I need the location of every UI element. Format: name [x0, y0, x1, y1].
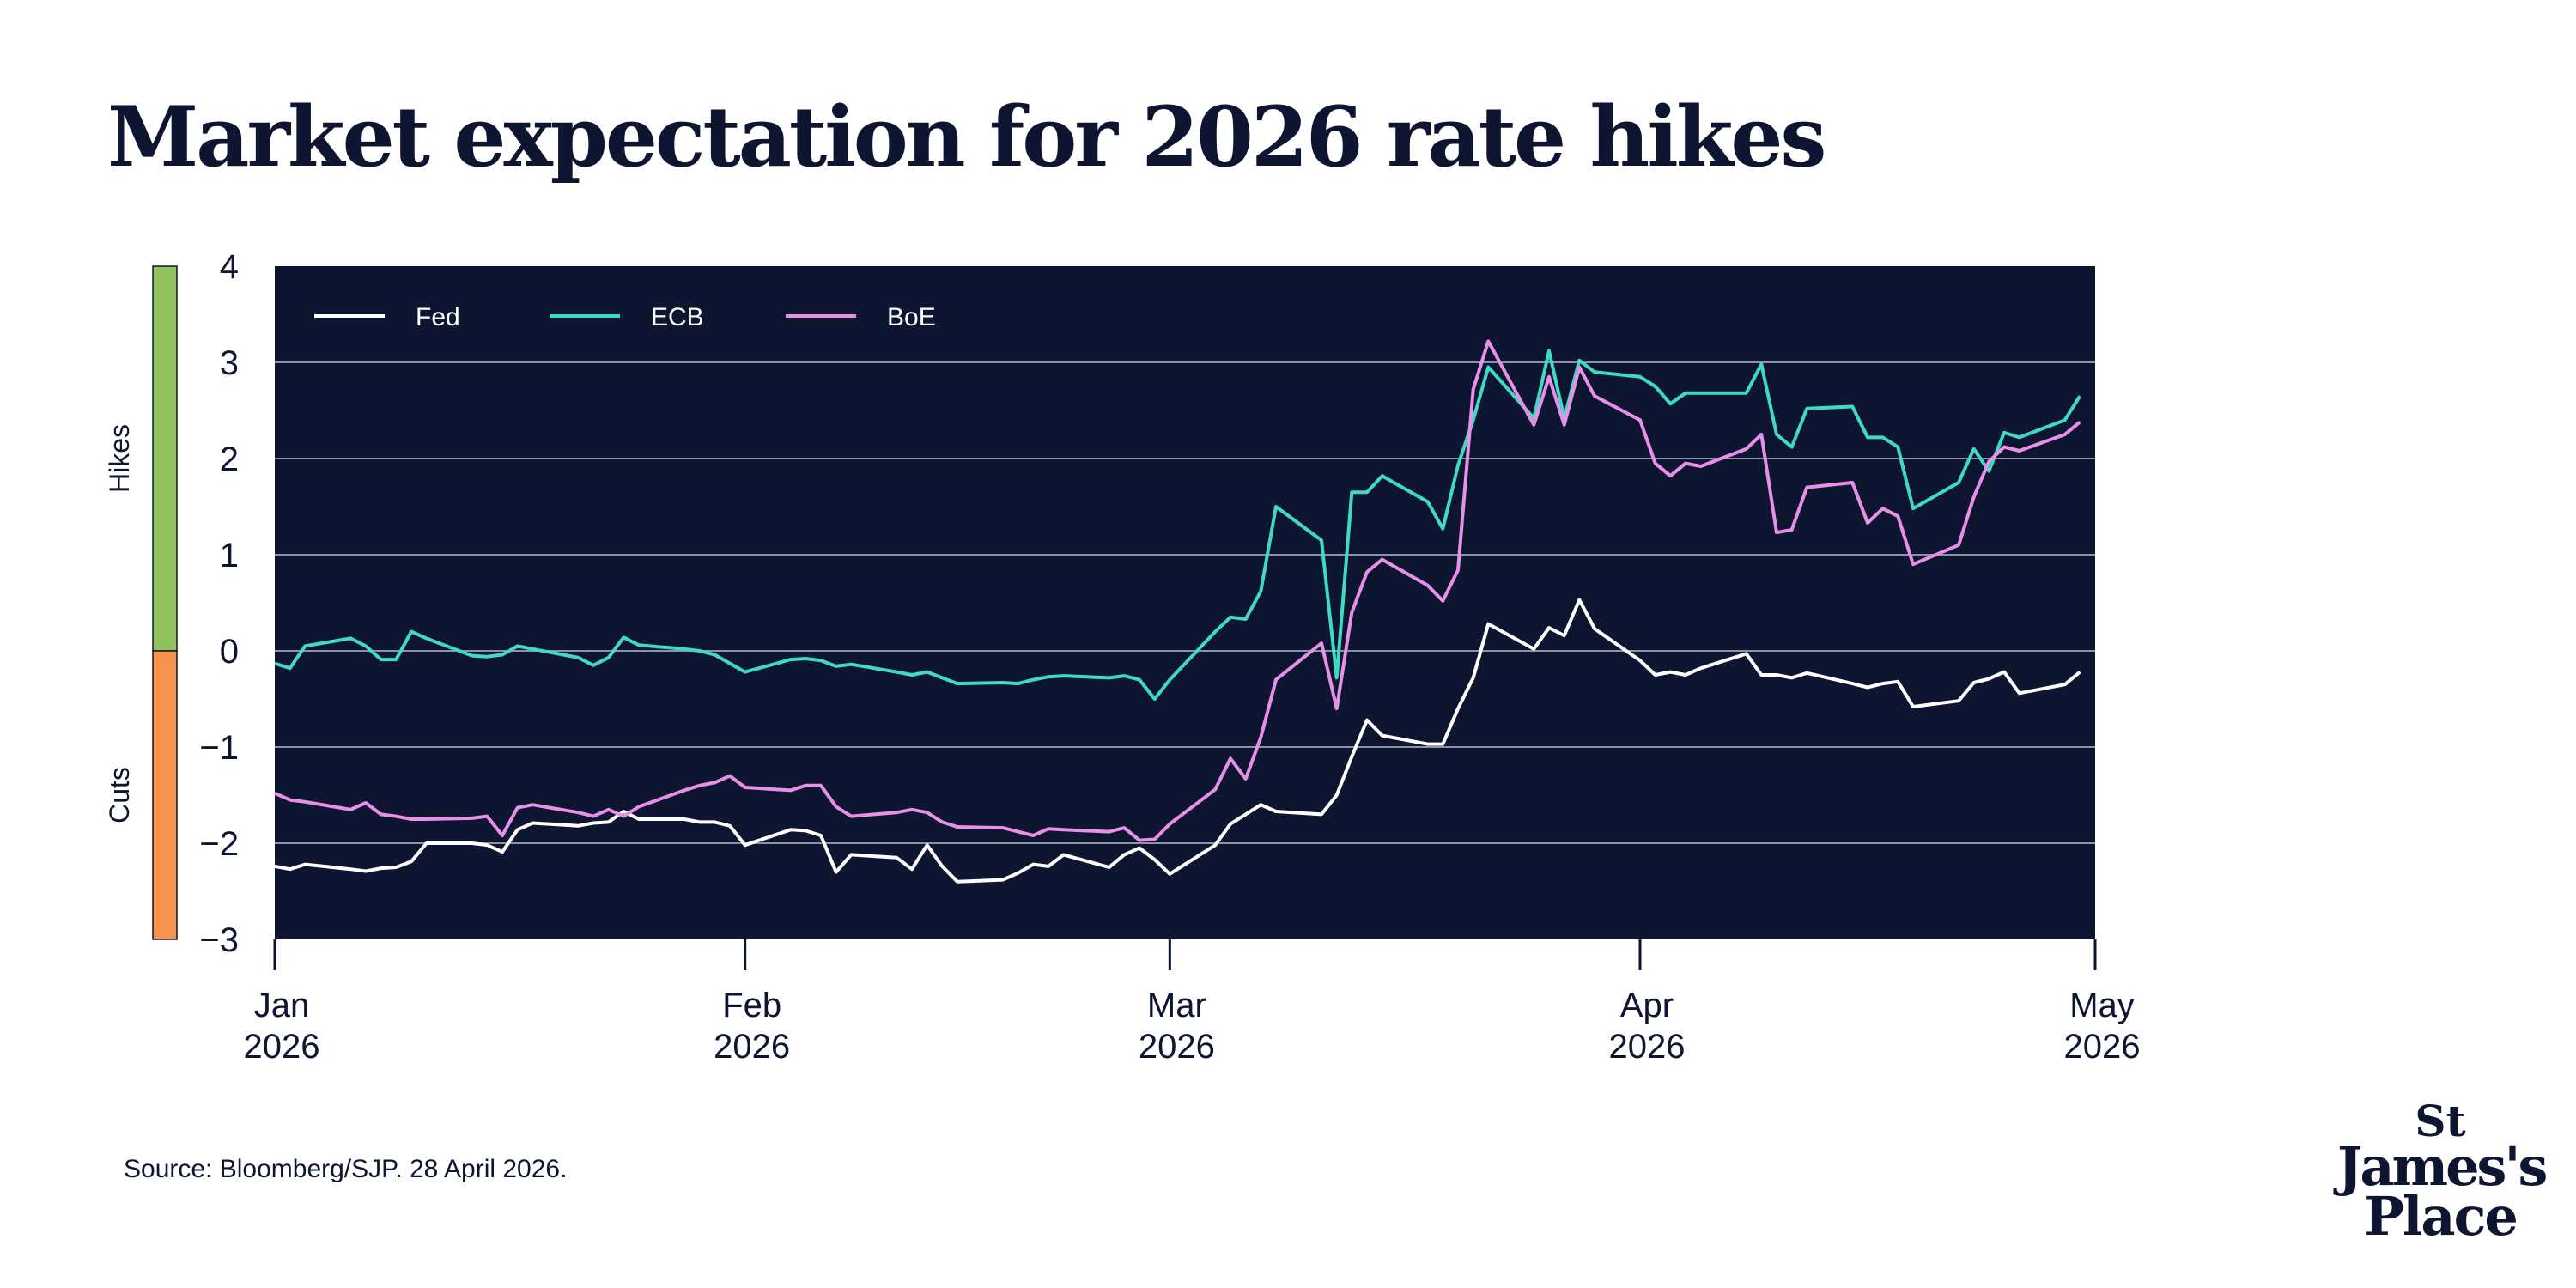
logo-line-1: St: [2415, 1096, 2466, 1146]
y-tick-label: 0: [220, 633, 239, 671]
band-label-cuts: Cuts: [104, 767, 135, 823]
plot-area: [275, 266, 2095, 939]
source-note: Source: Bloomberg/SJP. 28 April 2026.: [124, 1155, 568, 1183]
legend: Fed ECB BoE: [314, 303, 936, 331]
y-tick-label: 4: [220, 248, 239, 286]
band-label-hikes: Hikes: [104, 424, 135, 493]
x-tick-label: Apr: [1620, 987, 1674, 1024]
gridlines: [275, 361, 2095, 844]
x-tick-label-year: 2026: [1139, 1028, 1215, 1066]
y-tick-label: −2: [199, 825, 239, 863]
series-line-fed: [274, 598, 2081, 884]
y-tick-label: 3: [220, 344, 239, 382]
series-line-ecb: [274, 349, 2081, 701]
page-title: Market expectation for 2026 rate hikes: [107, 88, 1826, 185]
legend-label-boe: BoE: [887, 303, 936, 331]
x-tick-label-year: 2026: [244, 1028, 320, 1066]
x-tick-label-year: 2026: [1609, 1028, 1686, 1066]
x-axis: Jan 2026 Feb 2026 Mar 2026 Apr 2026 May 2026: [244, 939, 2141, 1066]
y-axis: 4 3 2 1 0 −1 −2 −3: [199, 248, 239, 959]
x-tick-label-year: 2026: [2064, 1028, 2141, 1066]
legend-label-ecb: ECB: [651, 303, 704, 331]
hikes-cuts-band: Hikes Cuts: [104, 265, 178, 940]
logo-line-2: James's: [2337, 1134, 2548, 1198]
band-cuts: [152, 650, 178, 940]
y-tick-label: −1: [199, 729, 239, 767]
x-tick-label: Jan: [254, 987, 310, 1024]
y-tick-label: 2: [220, 440, 239, 478]
series-lines: [274, 339, 2081, 884]
x-tick-label: Mar: [1147, 987, 1206, 1024]
line-chart: Hikes Cuts Fed ECB BoE 4 3 2 1 0 −1 −2 −3 Jan 2026 F…: [104, 248, 2141, 1066]
x-tick-label: Feb: [722, 987, 781, 1024]
y-tick-label: −3: [199, 921, 239, 959]
x-tick-label: May: [2069, 987, 2135, 1024]
sjp-logo: St James's Place: [2337, 1096, 2548, 1249]
logo-line-3: Place: [2364, 1185, 2518, 1249]
band-hikes: [152, 265, 178, 652]
x-tick-label-year: 2026: [714, 1028, 790, 1066]
y-tick-label: 1: [220, 537, 239, 574]
legend-label-fed: Fed: [416, 303, 460, 331]
series-line-boe: [274, 339, 2081, 842]
